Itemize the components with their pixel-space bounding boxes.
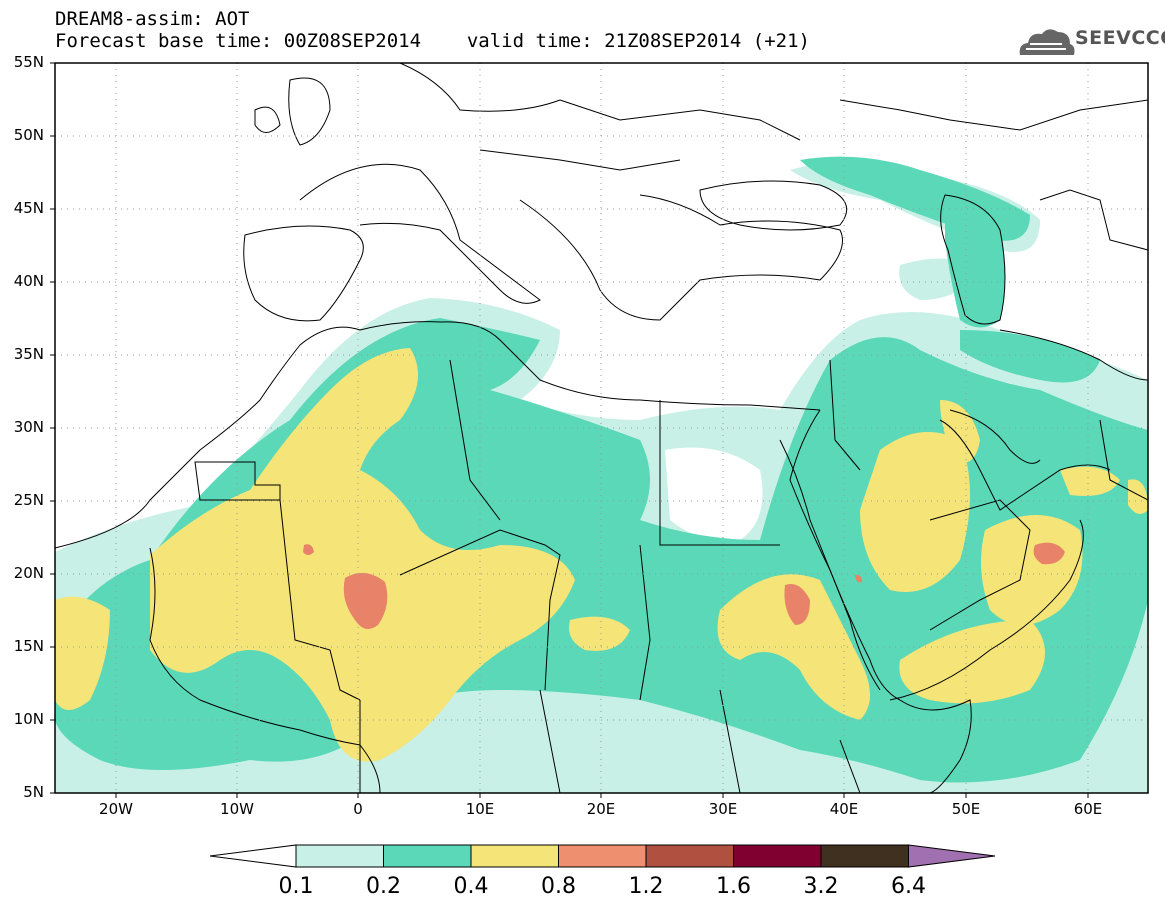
aot-level-0.8 [303,542,1065,629]
colorbar-label: 0.8 [541,874,576,899]
lat-label: 55N [13,53,44,71]
colorbar-label: 0.2 [366,874,401,899]
valid-time-label: valid time: 21Z08SEP2014 (+21) [466,30,810,52]
lat-label: 30N [13,418,44,436]
lat-label: 5N [23,783,44,801]
colorbar-label: 1.6 [716,874,751,899]
lon-label: 20E [586,800,616,818]
forecast-times: Forecast base time: 00Z08SEP2014 valid t… [55,31,810,52]
aot-field [55,63,1148,793]
lon-label: 0 [353,800,363,818]
colorbar-label: 0.1 [278,874,314,899]
lon-label: 40E [829,800,859,818]
lon-label: 20W [99,800,133,818]
lon-label: 30E [708,800,738,818]
colorbar-label: 1.2 [628,874,664,899]
lon-label: 60E [1073,800,1103,818]
graticule [55,63,1148,793]
lon-label: 50E [951,800,981,818]
colorbar-label: 0.4 [453,874,489,899]
tick-marks [50,62,1089,798]
colorbar-label: 3.2 [803,874,839,899]
logo-text: SEEVCCC [1075,27,1165,49]
map-title: DREAM8-assim: AOT [55,8,250,30]
colorbar-over-arrow [908,844,996,868]
lat-label: 15N [13,637,44,655]
cloud-icon [1019,29,1075,55]
lon-label: 10W [220,800,254,818]
colorbar [209,844,996,868]
lat-label: 20N [13,564,44,582]
base-time-label: Forecast base time: 00Z08SEP2014 [55,30,422,52]
lat-label: 45N [13,199,44,217]
lat-label: 35N [13,345,44,363]
lat-label: 25N [13,491,44,509]
lat-label: 50N [13,126,44,144]
coastlines [55,63,1148,793]
colorbar-label: 6.4 [891,874,926,899]
lon-label: 10E [465,800,495,818]
colorbar-under-arrow [209,844,297,868]
lat-label: 40N [13,272,44,290]
lat-label: 10N [13,710,44,728]
